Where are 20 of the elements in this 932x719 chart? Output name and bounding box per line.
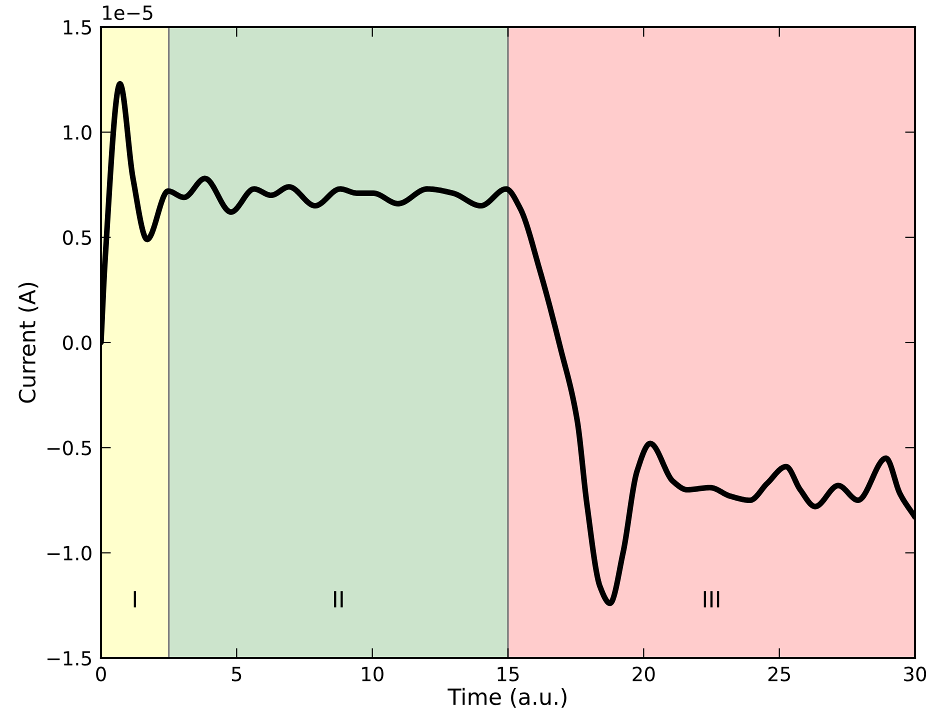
y-tick-label: −0.5 <box>48 440 91 456</box>
y-tick-label: 1.0 <box>64 125 92 140</box>
x-tick-label: 0 <box>96 666 106 682</box>
y-tick-label: 0.5 <box>63 230 91 245</box>
x-tick-label: 10 <box>362 666 384 682</box>
y-axis-title: Current (A) <box>18 282 38 403</box>
x-tick-label: 30 <box>904 666 926 682</box>
x-tick-label: 5 <box>232 666 242 682</box>
text: 1e−5 <box>103 6 152 20</box>
x-tick-label: 15 <box>498 666 519 682</box>
x-axis-title: Time (a.u.) <box>448 688 566 708</box>
y-tick-label: −1.0 <box>48 546 92 560</box>
band-label: II <box>334 591 343 608</box>
y-tick-label: −1.5 <box>48 651 91 666</box>
x-tick-label: 25 <box>768 666 790 682</box>
x-tick-label: 20 <box>632 666 655 682</box>
band-label: III <box>704 591 720 608</box>
y-tick-label: 1.5 <box>64 20 91 35</box>
y-tick-label: 0.0 <box>63 335 92 350</box>
band-label: I <box>134 591 136 608</box>
